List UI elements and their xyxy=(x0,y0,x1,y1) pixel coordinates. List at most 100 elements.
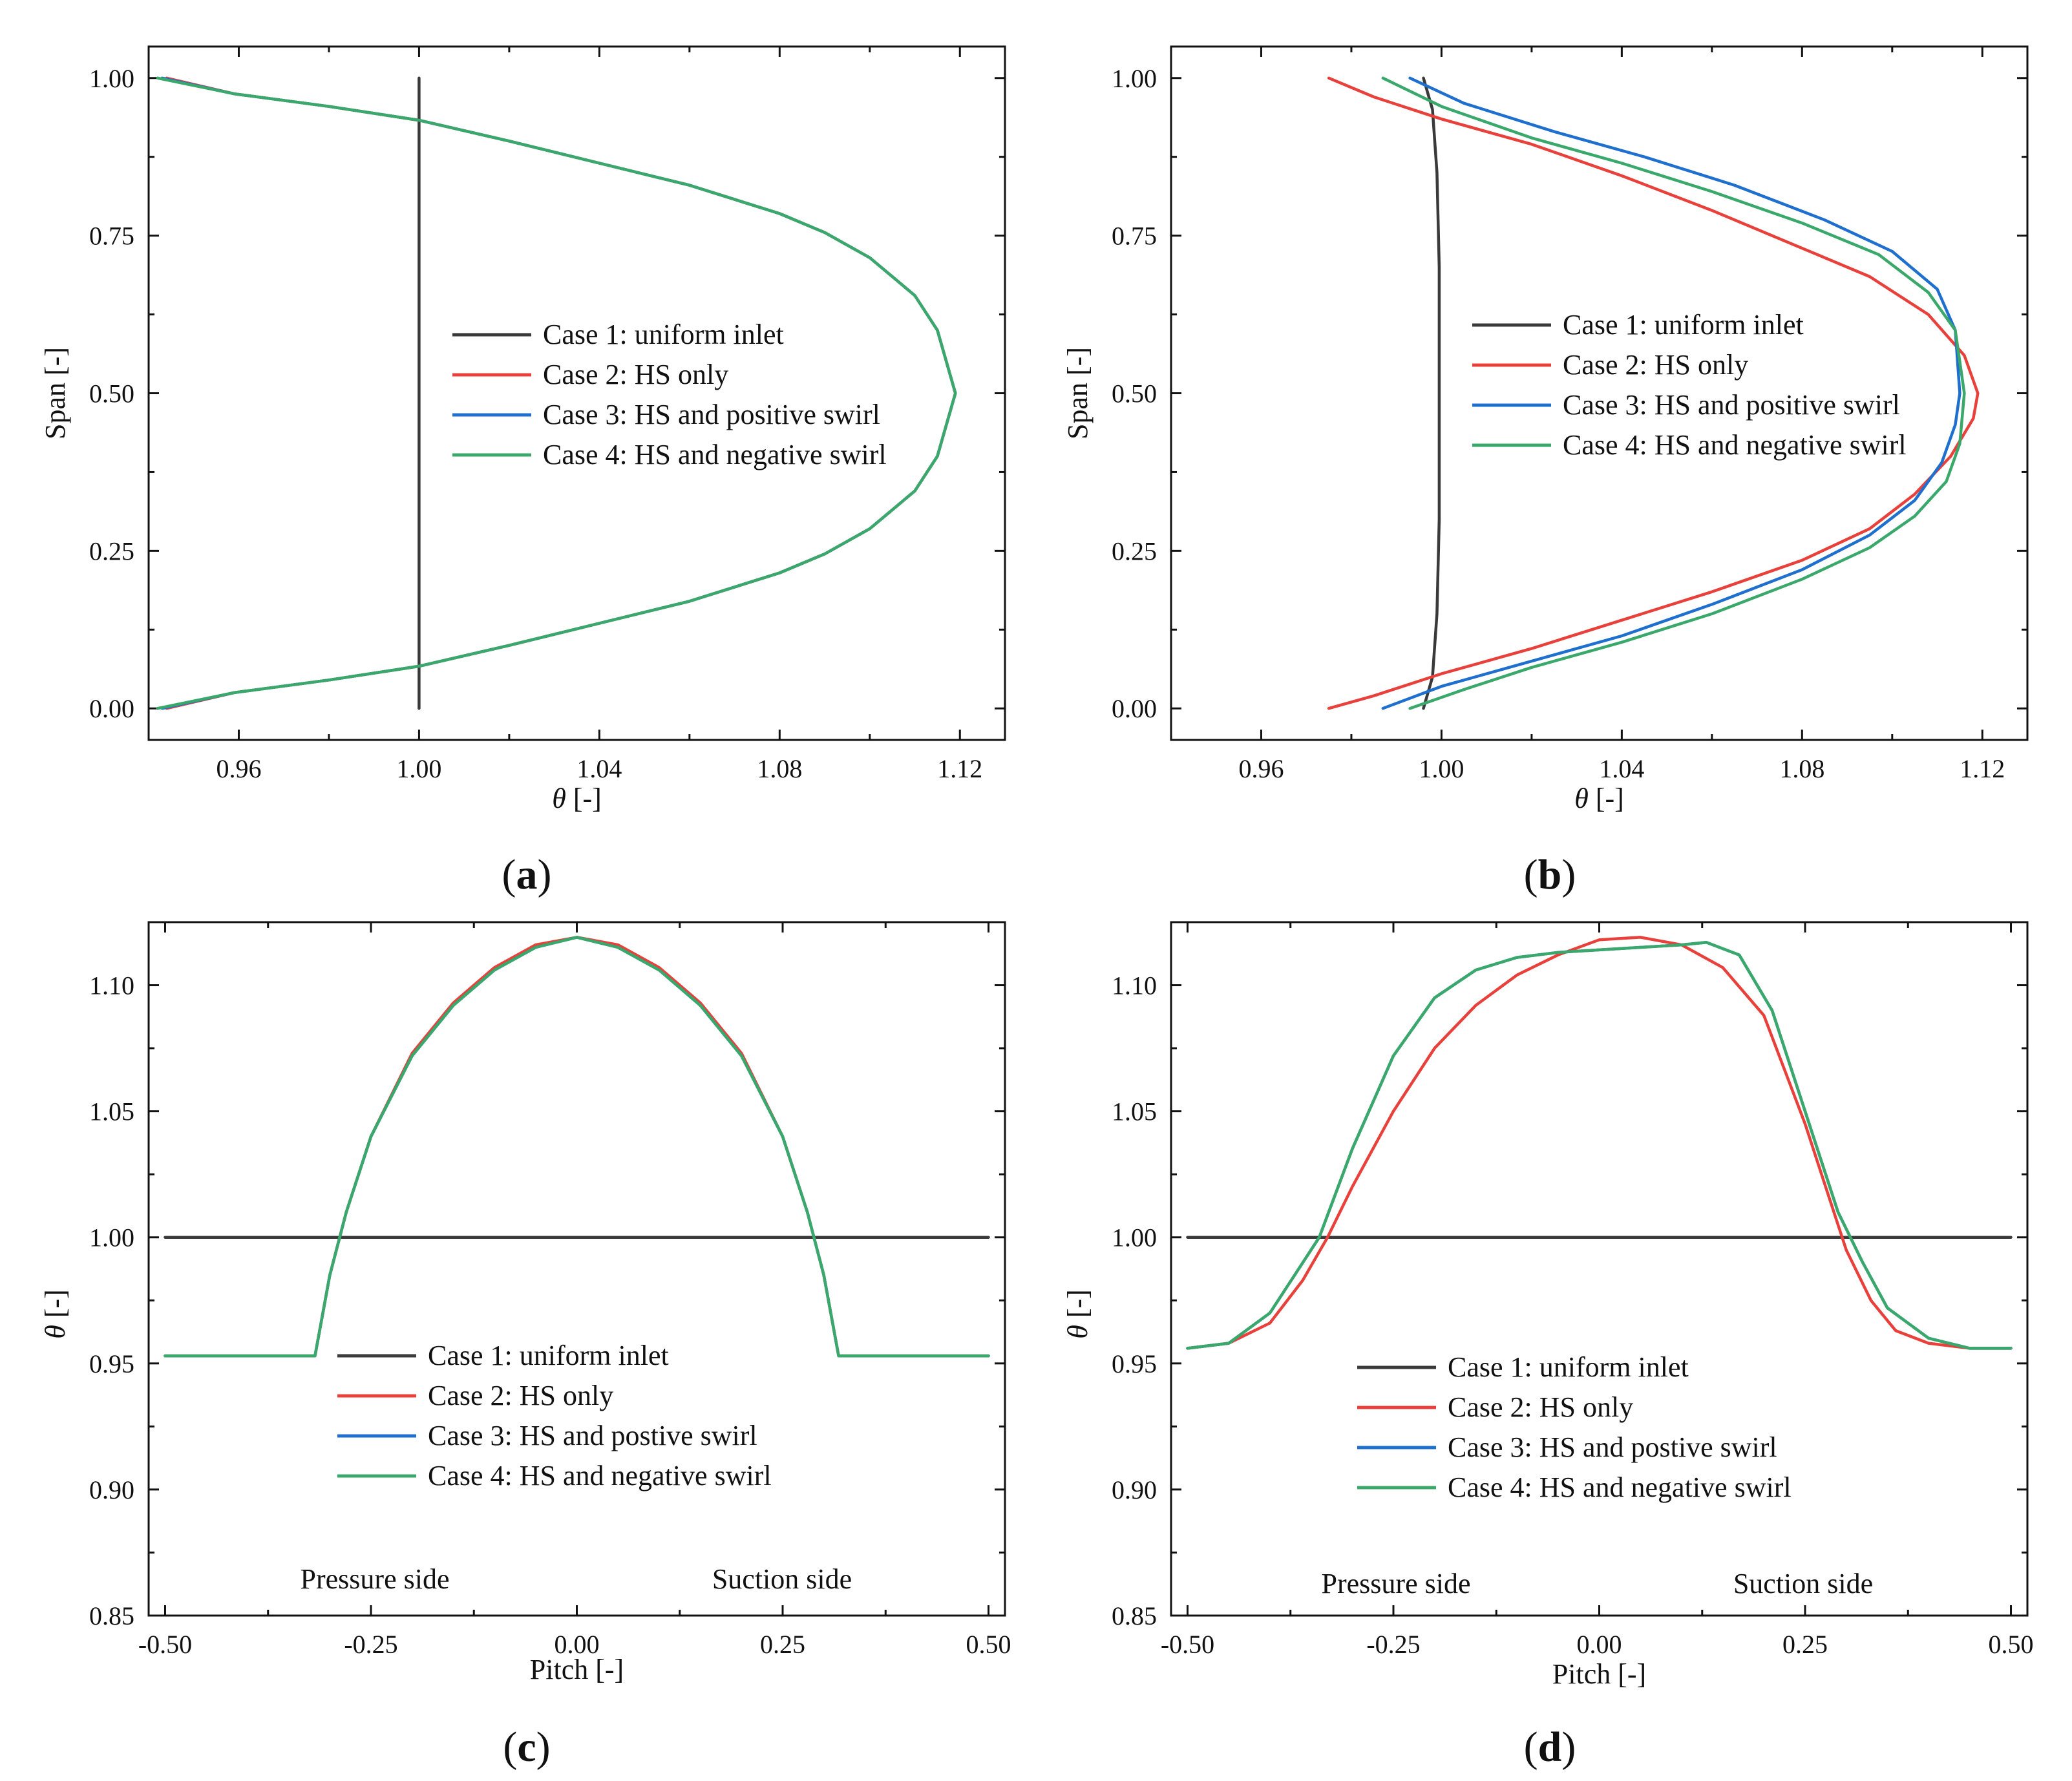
x-axis-unit: [-] xyxy=(1589,783,1624,814)
y-axis-title: θ [-] xyxy=(39,1289,71,1339)
panel-label-open: ( xyxy=(1524,1723,1538,1771)
y-axis-title: θ [-] xyxy=(1062,1289,1094,1339)
x-tick-label: 0.50 xyxy=(966,1630,1011,1659)
y-axis-unit: [-] xyxy=(1062,1289,1094,1325)
y-tick-label: 1.00 xyxy=(89,1223,134,1252)
x-tick-label: 1.08 xyxy=(757,754,802,783)
legend-label-case-4: Case 4: HS and negative swirl xyxy=(1448,1471,1792,1503)
panel-label-close: ) xyxy=(536,1723,551,1771)
x-tick-label: 1.08 xyxy=(1779,754,1824,783)
legend-label-case-2: Case 2: HS only xyxy=(428,1380,613,1411)
y-tick-label: 0.85 xyxy=(1112,1601,1157,1630)
x-tick-label: -0.50 xyxy=(1161,1630,1214,1659)
plot-frame xyxy=(147,45,1006,741)
legend-label-case-1: Case 1: uniform inlet xyxy=(1563,309,1804,341)
legend-label-case-3: Case 3: HS and positive swirl xyxy=(1563,389,1900,421)
y-axis-title: Span [-] xyxy=(39,347,71,439)
x-tick-label: 0.25 xyxy=(1782,1630,1828,1659)
panel-label-open: ( xyxy=(503,1723,517,1771)
y-tick-label: 1.00 xyxy=(1112,64,1157,93)
plot-frame xyxy=(147,921,1006,1617)
series-line-case-3 xyxy=(164,936,990,1358)
panel-label: (a) xyxy=(502,851,552,898)
y-tick-label: 0.75 xyxy=(89,222,134,251)
x-tick-label: 1.12 xyxy=(1960,754,2005,783)
pressure-side-label: Pressure side xyxy=(301,1563,450,1595)
y-tick-label: 0.50 xyxy=(1112,379,1157,408)
panel-c: -0.50 -0.25 0.00 0.25 0.50 0.85 0.90 0.95 1.00 1.… xyxy=(39,921,1011,1771)
panel-label-close: ) xyxy=(538,851,552,898)
y-tick-label: 1.00 xyxy=(1112,1223,1157,1252)
legend: Case 1: uniform inlet Case 2: HS only Case… xyxy=(452,319,887,470)
series-line-case-3 xyxy=(1381,76,1961,710)
y-axis-title: Span [-] xyxy=(1062,347,1094,439)
legend: Case 1: uniform inlet Case 2: HS only Case… xyxy=(337,1340,772,1491)
legend-label-case-3: Case 3: HS and postive swirl xyxy=(428,1420,757,1451)
y-tick-label: 0.25 xyxy=(89,536,134,565)
panel-label-open: ( xyxy=(1524,851,1538,898)
y-tick-label: 0.90 xyxy=(1112,1475,1157,1504)
panel-label: (d) xyxy=(1524,1723,1576,1771)
x-axis-symbol: θ xyxy=(552,783,566,814)
legend-label-case-3: Case 3: HS and postive swirl xyxy=(1448,1431,1777,1463)
legend-label-case-4: Case 4: HS and negative swirl xyxy=(1563,429,1907,461)
x-axis-unit: [-] xyxy=(566,783,602,814)
panel-d: -0.50 -0.25 0.00 0.25 0.50 0.85 0.90 0.95 1.00 1.… xyxy=(1062,921,2034,1771)
y-tick-label: 0.75 xyxy=(1112,222,1157,251)
legend-label-case-4: Case 4: HS and negative swirl xyxy=(543,439,887,470)
panel-label-letter: d xyxy=(1538,1723,1562,1771)
series-group xyxy=(156,76,957,710)
legend: Case 1: uniform inlet Case 2: HS only Case… xyxy=(1357,1351,1792,1503)
legend-label-case-2: Case 2: HS only xyxy=(1563,349,1748,381)
y-tick-label: 1.05 xyxy=(89,1097,134,1126)
series-line-case-2 xyxy=(164,936,990,1358)
x-tick-label: 0.00 xyxy=(1577,1630,1622,1659)
y-axis-symbol: θ xyxy=(39,1325,71,1339)
y-tick-label: 0.95 xyxy=(89,1349,134,1378)
legend: Case 1: uniform inlet Case 2: HS only Case… xyxy=(1472,309,1907,461)
panel-label-letter: a xyxy=(516,851,538,898)
y-tick-label: 1.10 xyxy=(89,971,134,1000)
series-line-case-4 xyxy=(164,936,990,1358)
x-axis-title: Pitch [-] xyxy=(1552,1658,1646,1690)
series-line-case-4 xyxy=(1186,940,2013,1350)
series-line-case-2 xyxy=(165,76,957,710)
legend-label-case-2: Case 2: HS only xyxy=(543,359,728,390)
x-axis-title: θ [-] xyxy=(1574,783,1624,814)
x-tick-label: 0.00 xyxy=(555,1630,600,1659)
panel-label: (c) xyxy=(503,1723,550,1771)
panel-label-letter: b xyxy=(1538,851,1562,898)
x-tick-label: 1.04 xyxy=(576,754,622,783)
y-tick-label: 1.05 xyxy=(1112,1097,1157,1126)
series-line-case-1 xyxy=(1422,76,1441,710)
legend-label-case-4: Case 4: HS and negative swirl xyxy=(428,1460,772,1491)
x-tick-label: 0.96 xyxy=(216,754,261,783)
series-line-case-3 xyxy=(1186,940,2013,1350)
x-tick-label: 1.00 xyxy=(396,754,441,783)
suction-side-label: Suction side xyxy=(1733,1568,1873,1599)
panel-label-close: ) xyxy=(1561,1723,1576,1771)
series-line-case-4 xyxy=(1381,76,1966,710)
panel-b: 0.96 1.00 1.04 1.08 1.12 0.00 0.25 0.50 0.75 1.00… xyxy=(1062,45,2029,898)
x-tick-label: 0.96 xyxy=(1238,754,1284,783)
series-line-case-3 xyxy=(160,76,957,710)
series-group xyxy=(164,936,990,1358)
y-axis-symbol: θ xyxy=(1062,1325,1094,1339)
x-tick-label: -0.25 xyxy=(1366,1630,1420,1659)
x-tick-label: 0.25 xyxy=(760,1630,805,1659)
y-tick-label: 0.90 xyxy=(89,1475,134,1504)
y-tick-label: 0.95 xyxy=(1112,1349,1157,1378)
legend-label-case-1: Case 1: uniform inlet xyxy=(1448,1351,1689,1383)
pressure-side-label: Pressure side xyxy=(1322,1568,1471,1599)
series-group xyxy=(1186,936,2013,1350)
y-axis-unit: [-] xyxy=(39,1289,71,1325)
legend-label-case-1: Case 1: uniform inlet xyxy=(543,319,784,350)
legend-label-case-2: Case 2: HS only xyxy=(1448,1391,1633,1423)
y-tick-label: 0.00 xyxy=(1112,694,1157,723)
legend-label-case-3: Case 3: HS and positive swirl xyxy=(543,399,880,430)
series-group xyxy=(1327,76,1980,710)
x-tick-label: -0.50 xyxy=(138,1630,192,1659)
x-tick-label: 1.04 xyxy=(1599,754,1644,783)
series-line-case-2 xyxy=(1327,76,1980,710)
x-tick-label: 1.12 xyxy=(937,754,982,783)
